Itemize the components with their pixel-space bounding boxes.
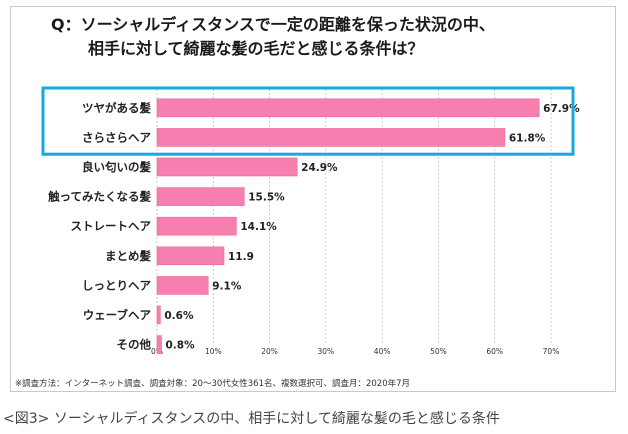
bar bbox=[156, 246, 225, 266]
bar bbox=[156, 276, 209, 295]
bar bbox=[156, 305, 161, 325]
value-label: 15.5% bbox=[248, 192, 285, 204]
x-tick-label: 70% bbox=[543, 347, 560, 356]
value-label: 11.9 bbox=[228, 251, 254, 263]
category-label: 良い匂いの髪 bbox=[82, 160, 151, 174]
bar-chart: 0%10%20%30%40%50%60%70%ツヤがある髪67.9%さらさらヘア… bbox=[41, 86, 580, 356]
x-tick-label: 40% bbox=[374, 347, 391, 356]
category-label: ウェーブヘア bbox=[83, 308, 152, 322]
value-label: 0.6% bbox=[164, 310, 194, 322]
category-label: 触ってみたくなる髪 bbox=[47, 190, 151, 204]
value-label: 67.9% bbox=[543, 103, 580, 115]
x-tick-label: 10% bbox=[205, 347, 222, 356]
bar bbox=[156, 216, 237, 236]
title-line-2: 相手に対して綺麗な髪の毛だと感じる条件は？ bbox=[88, 39, 424, 58]
category-label: しっとりヘア bbox=[82, 278, 151, 292]
bar bbox=[156, 98, 540, 118]
value-label: 24.9% bbox=[301, 162, 338, 174]
value-label: 9.1% bbox=[212, 280, 242, 292]
value-label: 61.8% bbox=[509, 132, 546, 144]
x-tick-label: 60% bbox=[486, 347, 503, 356]
category-label: ツヤがある髪 bbox=[82, 101, 151, 115]
value-label: 0.8% bbox=[166, 340, 196, 352]
x-tick-label: 50% bbox=[430, 347, 447, 356]
title-line-1: Q：ソーシャルディスタンスで一定の距離を保った状況の中、 bbox=[51, 15, 495, 34]
survey-footnote: ※調査方法：インターネット調査、調査対象：20～30代女性361名、複数選択可、… bbox=[15, 379, 411, 389]
category-label: まとめ髪 bbox=[105, 249, 151, 263]
bar bbox=[156, 187, 245, 206]
category-label: さらさらヘア bbox=[82, 130, 151, 144]
x-tick-label: 20% bbox=[261, 347, 278, 356]
figure-caption: <図3> ソーシャルディスタンスの中、相手に対して綺麗な髪の毛と感じる条件 bbox=[3, 411, 500, 427]
category-label: ストレートヘア bbox=[71, 219, 152, 233]
bar bbox=[156, 157, 298, 177]
category-label: その他 bbox=[117, 338, 152, 352]
bar bbox=[156, 335, 162, 354]
x-tick-label: 30% bbox=[318, 347, 335, 356]
highlight-box bbox=[41, 86, 575, 156]
chart-figure: Q：ソーシャルディスタンスで一定の距離を保った状況の中、 相手に対して綺麗な髪の… bbox=[10, 6, 616, 392]
bar bbox=[156, 128, 506, 147]
value-label: 14.1% bbox=[240, 221, 277, 233]
